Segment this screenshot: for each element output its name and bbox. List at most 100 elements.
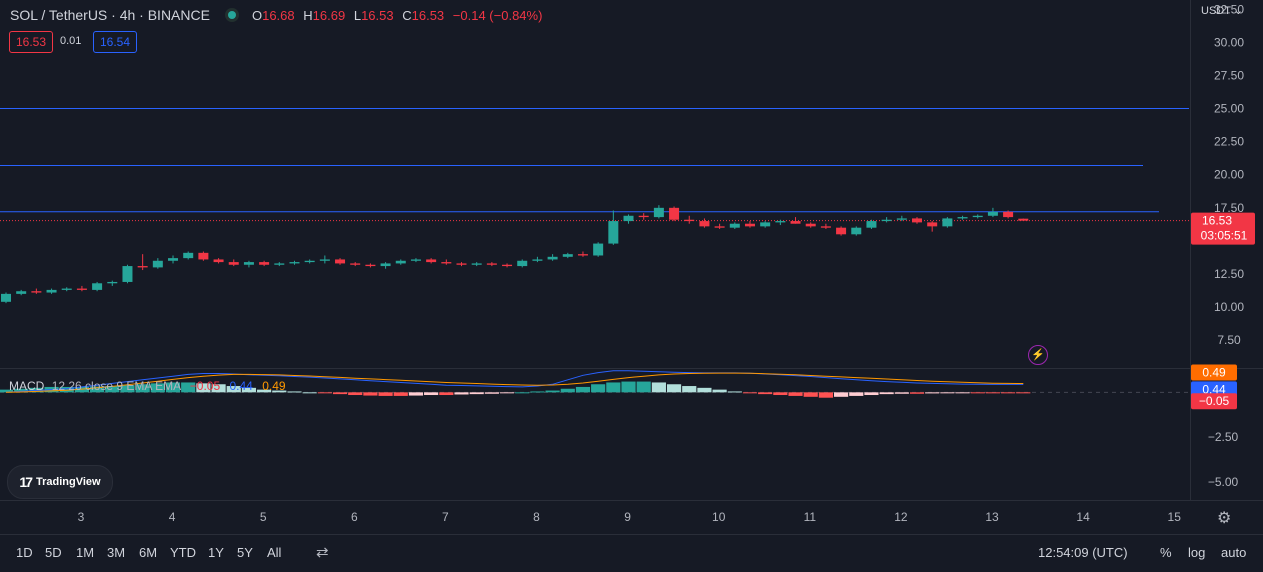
range-1d[interactable]: 1D bbox=[16, 545, 33, 560]
calendar-range-icon[interactable]: ⇄ bbox=[316, 544, 329, 561]
macd-legend[interactable]: MACD 12 26 close 9 EMA EMA −0.05 0.44 0.… bbox=[9, 379, 286, 393]
macd-histogram-bar bbox=[758, 392, 773, 395]
candle-body bbox=[350, 263, 361, 265]
candle-body bbox=[638, 215, 649, 218]
macd-histogram-bar bbox=[864, 392, 879, 396]
candle-body bbox=[790, 221, 801, 224]
tradingview-watermark[interactable]: 17 TradingView bbox=[7, 465, 113, 499]
range-1y[interactable]: 1Y bbox=[208, 545, 224, 560]
macd-histogram-bar bbox=[621, 381, 636, 393]
range-ytd[interactable]: YTD bbox=[170, 545, 196, 560]
candle-body bbox=[547, 256, 558, 260]
candle-body bbox=[426, 259, 437, 263]
macd-histogram-bar bbox=[575, 386, 591, 393]
countdown-label: 03:05:51 bbox=[1201, 229, 1248, 243]
time-tick-label: 3 bbox=[78, 510, 85, 524]
auto-toggle[interactable]: auto bbox=[1221, 545, 1247, 560]
candle-body bbox=[183, 252, 194, 259]
candle-body bbox=[274, 263, 285, 265]
buy-price-button[interactable]: 16.54 bbox=[93, 31, 138, 53]
macd-histogram-bar bbox=[408, 392, 424, 396]
price-tick-label: 30.00 bbox=[1214, 35, 1244, 49]
candle-body bbox=[1018, 218, 1029, 221]
macd-histogram-bar bbox=[530, 391, 545, 393]
macd-histogram-bar bbox=[606, 382, 621, 393]
macd-signal-line bbox=[5, 372, 1024, 393]
candle-body bbox=[456, 263, 467, 265]
macd-histogram-bar bbox=[894, 392, 909, 394]
price-tick-label: 20.00 bbox=[1214, 168, 1244, 182]
time-tick-label: 12 bbox=[894, 510, 908, 524]
price-tick-label: 32.50 bbox=[1214, 2, 1244, 16]
utc-clock[interactable]: 12:54:09 (UTC) bbox=[1038, 545, 1128, 560]
candle-body bbox=[213, 259, 224, 263]
macd-histogram-bar bbox=[287, 391, 302, 393]
candle-body bbox=[228, 262, 239, 265]
percent-toggle[interactable]: % bbox=[1160, 545, 1172, 560]
candle-body bbox=[122, 266, 133, 282]
currency-selector[interactable]: USDT ⌄ bbox=[1201, 5, 1244, 17]
macd-histogram-bar bbox=[302, 392, 317, 394]
candle-body bbox=[957, 217, 968, 219]
log-toggle[interactable]: log bbox=[1188, 545, 1206, 560]
macd-histogram-bar bbox=[560, 388, 575, 393]
range-5d[interactable]: 5D bbox=[45, 545, 62, 560]
macd-histogram-bar bbox=[74, 386, 90, 393]
candle-body bbox=[699, 221, 710, 227]
range-5y[interactable]: 5Y bbox=[237, 545, 253, 560]
time-tick-label: 8 bbox=[533, 510, 540, 524]
range-3m[interactable]: 3M bbox=[107, 545, 126, 560]
candle-body bbox=[653, 207, 664, 218]
range-1m[interactable]: 1M bbox=[76, 545, 95, 560]
candle-body bbox=[744, 223, 755, 227]
macd-tick-label: −5.00 bbox=[1208, 475, 1239, 489]
candle-body bbox=[198, 252, 209, 260]
bottom-toolbar: 1D 5D 1M 3M 6M YTD 1Y 5Y All ⇄ 12:54:09 … bbox=[0, 534, 1263, 572]
macd-histogram-bar bbox=[226, 386, 241, 393]
macd-histogram-bar bbox=[105, 386, 120, 393]
candle-body bbox=[805, 223, 816, 227]
lightning-icon[interactable]: ⚡ bbox=[1028, 345, 1048, 365]
macd-histogram-bar bbox=[0, 389, 14, 393]
macd-histogram-bar bbox=[469, 392, 484, 395]
time-tick-label: 14 bbox=[1076, 510, 1090, 524]
price-tick-label: 25.00 bbox=[1214, 102, 1244, 116]
macd-tick-label: −2.50 bbox=[1208, 430, 1239, 444]
macd-histogram-bar bbox=[484, 392, 499, 394]
macd-histogram-bar bbox=[1001, 392, 1016, 394]
candle-body bbox=[486, 263, 497, 265]
gear-icon[interactable]: ⚙ bbox=[1217, 510, 1232, 527]
macd-histogram-bar bbox=[545, 390, 560, 393]
candle-body bbox=[335, 259, 346, 264]
candle-body bbox=[820, 226, 831, 228]
candle-body bbox=[168, 258, 179, 261]
symbol-title[interactable]: SOL / TetherUS · 4h · BINANCE bbox=[10, 7, 210, 23]
macd-histogram-bar bbox=[651, 382, 666, 393]
candle-body bbox=[289, 262, 300, 264]
low-key: L bbox=[353, 7, 362, 23]
macd-histogram-bar bbox=[970, 392, 985, 394]
close-key: C bbox=[402, 7, 412, 23]
range-6m[interactable]: 6M bbox=[139, 545, 158, 560]
candle-body bbox=[16, 291, 27, 294]
macd-title: MACD bbox=[9, 379, 45, 393]
market-status-dot-icon bbox=[227, 11, 236, 19]
macd-histogram-bar bbox=[439, 392, 454, 396]
macd-histogram-bar bbox=[666, 384, 682, 393]
candle-body bbox=[927, 222, 938, 227]
candle-body bbox=[669, 207, 680, 220]
sell-price-button[interactable]: 16.53 bbox=[9, 31, 54, 53]
macd-histogram-bar bbox=[499, 392, 515, 394]
candle-body bbox=[836, 227, 847, 235]
time-tick-label: 13 bbox=[985, 510, 999, 524]
macd-hist-value: −0.05 bbox=[189, 379, 221, 393]
time-tick-label: 15 bbox=[1168, 510, 1182, 524]
macd-histogram-bar bbox=[454, 392, 469, 395]
candle-body bbox=[942, 218, 953, 227]
candle-body bbox=[441, 262, 452, 264]
macd-histogram-bar bbox=[332, 392, 348, 395]
candle-body bbox=[593, 243, 604, 256]
price-tick-label: 22.50 bbox=[1214, 135, 1244, 149]
range-all[interactable]: All bbox=[267, 545, 282, 560]
